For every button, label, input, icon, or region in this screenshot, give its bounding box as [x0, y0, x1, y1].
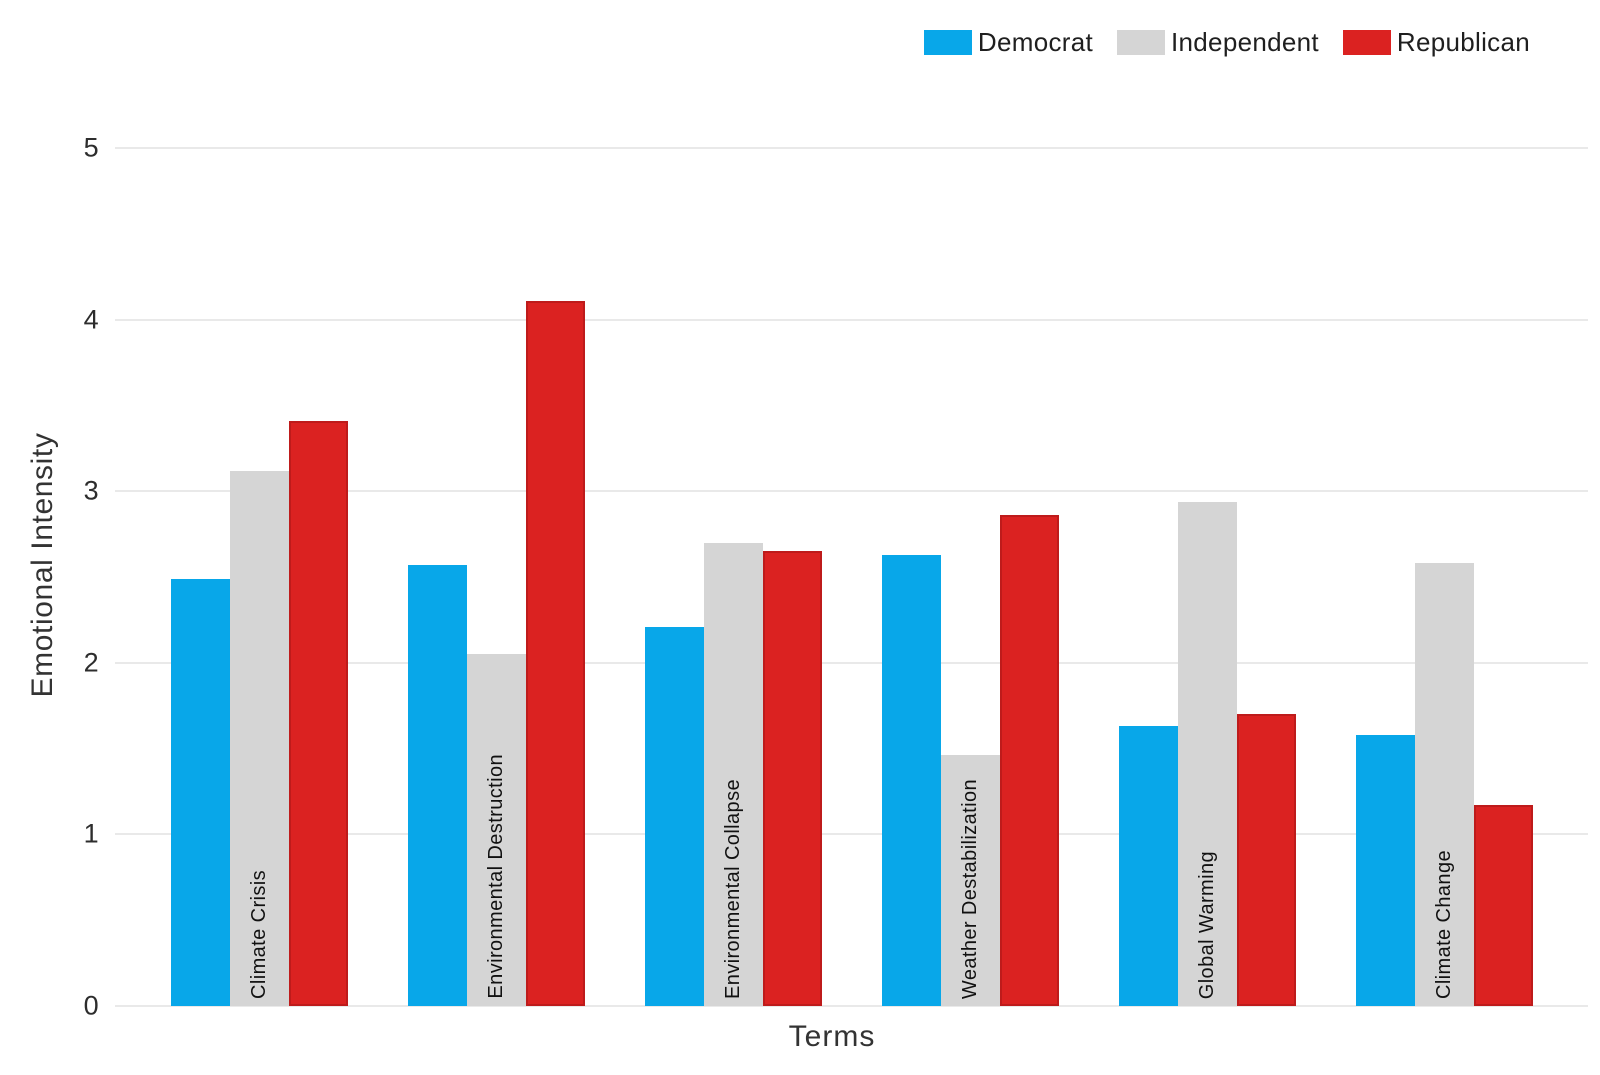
y-tick-label: 5	[83, 132, 99, 163]
legend-item-independent[interactable]: Independent	[1117, 27, 1319, 58]
bar-group: Environmental Collapse	[644, 148, 822, 1006]
bar-republican[interactable]	[288, 420, 348, 1006]
bar-democrat[interactable]	[407, 565, 467, 1006]
legend-swatch-independent	[1117, 30, 1166, 55]
legend-label: Democrat	[977, 27, 1094, 57]
bar-groups: Climate Crisis Environmental Destruction E…	[115, 148, 1588, 1006]
gridline-y-5	[115, 147, 1588, 149]
bar-democrat[interactable]	[170, 578, 230, 1006]
legend: Democrat Independent Republican	[923, 27, 1530, 58]
legend-label: Republican	[1396, 27, 1530, 57]
y-tick-label: 3	[83, 475, 99, 506]
bar-democrat[interactable]	[1118, 726, 1178, 1006]
category-label: Environmental Destruction	[484, 754, 507, 999]
y-axis-title: Emotional Intensity	[26, 432, 59, 698]
y-tick-label: 1	[83, 818, 99, 849]
bar-democrat[interactable]	[644, 626, 704, 1006]
bar-independent[interactable]	[466, 654, 526, 1006]
bar-group: Climate Crisis	[170, 148, 348, 1006]
bar-republican[interactable]	[999, 515, 1059, 1006]
bar-republican[interactable]	[762, 551, 822, 1006]
gridline-y-1	[115, 833, 1588, 836]
bar-republican[interactable]	[1236, 714, 1296, 1006]
legend-swatch-republican	[1342, 30, 1391, 55]
category-label: Climate Change	[1432, 849, 1455, 999]
x-axis-title: Terms	[788, 1020, 876, 1053]
bar-group: Climate Change	[1355, 148, 1533, 1006]
legend-item-republican[interactable]: Republican	[1342, 27, 1530, 58]
bar-republican[interactable]	[525, 300, 585, 1006]
gridline-y-0	[115, 1005, 1588, 1007]
bar-independent[interactable]	[1177, 501, 1237, 1006]
bar-group: Weather Destabilization	[881, 148, 1059, 1006]
bar-democrat[interactable]	[1355, 734, 1415, 1006]
bar-independent[interactable]	[703, 542, 763, 1006]
bar-independent[interactable]	[1414, 563, 1474, 1006]
legend-label: Independent	[1171, 27, 1319, 57]
legend-swatch-democrat	[923, 30, 972, 55]
category-label: Climate Crisis	[247, 870, 270, 999]
gridline-y-3	[115, 490, 1588, 493]
gridline-y-2	[115, 661, 1588, 664]
gridline-y-4	[115, 318, 1588, 321]
bar-independent[interactable]	[229, 470, 289, 1006]
category-label: Weather Destabilization	[958, 778, 981, 999]
bar-group: Global Warming	[1118, 148, 1296, 1006]
y-tick-label: 2	[83, 647, 99, 678]
y-tick-label: 4	[83, 304, 99, 335]
category-label: Environmental Collapse	[721, 778, 744, 999]
bar-democrat[interactable]	[881, 554, 941, 1006]
category-label: Global Warming	[1195, 850, 1218, 999]
y-tick-label: 0	[83, 990, 99, 1021]
bar-independent[interactable]	[940, 755, 1000, 1006]
bar-republican[interactable]	[1473, 805, 1533, 1006]
plot-area: Climate Crisis Environmental Destruction E…	[84, 133, 1588, 1021]
legend-item-democrat[interactable]: Democrat	[923, 27, 1094, 58]
bar-group: Environmental Destruction	[407, 148, 585, 1006]
